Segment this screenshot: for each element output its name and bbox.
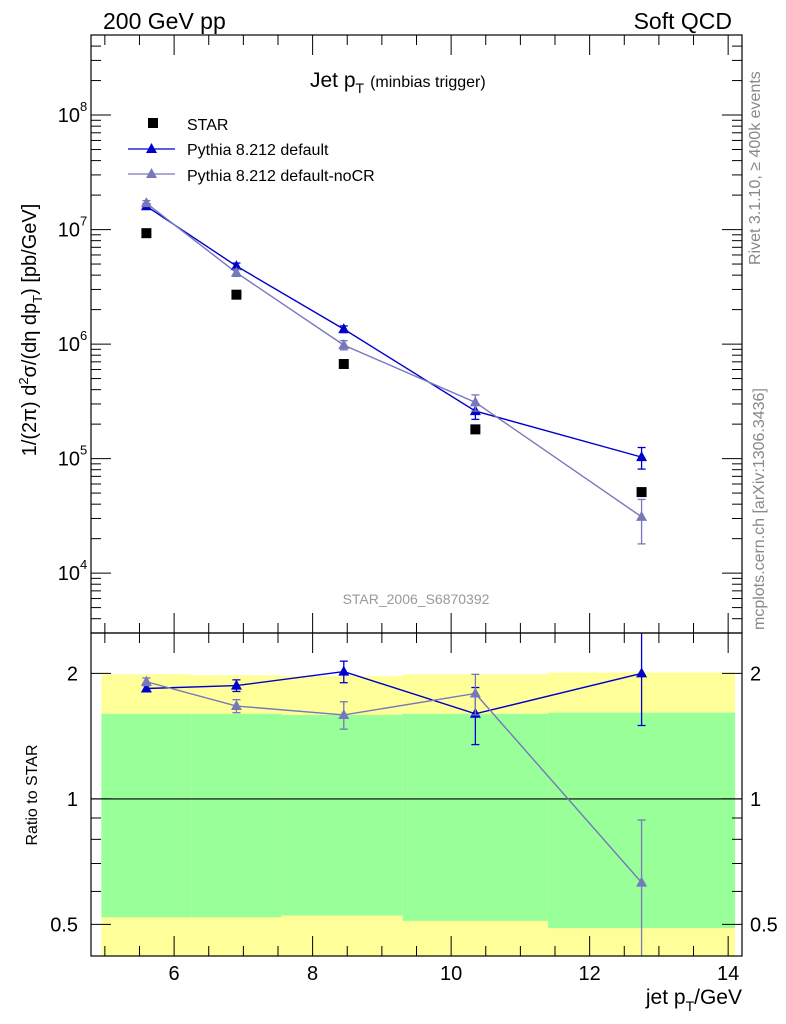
ratio-bands — [91, 672, 742, 956]
ratio-y-tick-label: 2 — [67, 663, 78, 685]
ratio-data-point — [140, 675, 152, 686]
ratio-data-point — [636, 667, 648, 678]
data-point-triangle — [230, 266, 242, 277]
main-y-tick-exponent: 7 — [80, 214, 87, 229]
main-y-tick-exponent: 5 — [80, 443, 87, 458]
data-point-triangle — [230, 260, 242, 271]
x-axis-label-subscript: T — [686, 998, 695, 1014]
series-line — [146, 205, 642, 458]
x-tick-label: 6 — [169, 963, 180, 985]
data-point-triangle — [140, 197, 152, 208]
data-point-star — [636, 487, 647, 498]
ratio-data-point — [230, 700, 242, 711]
ratio-data-point — [230, 679, 242, 690]
rivet-version-label: Rivet 3.1.10, ≥ 400k events — [747, 71, 764, 265]
legend-marker-star — [148, 118, 158, 128]
green-band — [281, 714, 403, 916]
main-title-note: (minbias trigger) — [370, 74, 486, 91]
ratio-panel: 6 8 10 12 140.5 0.51 12 2 Ratio to STAR jet pT/… — [24, 632, 778, 1014]
data-point-triangle — [636, 451, 648, 462]
ratio-data-layer — [140, 633, 648, 956]
main-y-axis-label: 1/(2π) d2σ/(dη dpT) [pb/GeV] — [16, 204, 45, 457]
x-tick-label: 12 — [579, 963, 601, 985]
data-point-star — [231, 289, 242, 300]
legend-label-nocr: Pythia 8.212 default-noCR — [187, 168, 375, 185]
main-y-tick-label: 10 — [58, 563, 80, 585]
data-point-triangle — [338, 323, 350, 334]
header-left: 200 GeV pp — [103, 8, 226, 34]
mcplots-label: mcplots.cern.ch [arXiv:1306.3436] — [751, 388, 768, 630]
legend-label-star: STAR — [187, 117, 228, 134]
x-tick-label: 8 — [307, 963, 318, 985]
data-point-triangle — [636, 510, 648, 521]
x-axis-label-unit: /GeV — [694, 986, 742, 1009]
legend-marker-default — [146, 143, 157, 153]
ratio-y-tick-label-right: 1 — [750, 789, 761, 811]
main-y-tick-label: 10 — [58, 105, 80, 127]
x-tick-label: 14 — [717, 963, 739, 985]
main-y-tick-exponent: 6 — [80, 328, 87, 343]
legend: STAR Pythia 8.212 default Pythia 8.212 d… — [128, 117, 375, 185]
main-y-tick-label: 10 — [58, 334, 80, 356]
ratio-y-tick-label: 1 — [67, 789, 78, 811]
data-point-triangle — [338, 339, 350, 350]
main-title-subscript: T — [356, 80, 365, 96]
data-point-star — [338, 359, 349, 370]
ratio-y-axis-label: Ratio to STAR — [24, 744, 41, 845]
main-y-tick-exponent: 8 — [80, 99, 87, 114]
legend-label-default: Pythia 8.212 default — [187, 142, 329, 159]
data-point-star — [141, 228, 152, 239]
main-y-tick-label: 10 — [58, 220, 80, 242]
green-band — [191, 713, 282, 918]
main-title: Jet pT (minbias trigger) — [310, 69, 486, 96]
header-right: Soft QCD — [634, 8, 732, 34]
x-axis-label-text: jet p — [645, 986, 686, 1009]
x-tick-label: 10 — [440, 963, 462, 985]
analysis-label: STAR_2006_S6870392 — [343, 591, 490, 607]
ratio-ticks: 6 8 10 12 140.5 0.51 12 2 — [50, 633, 778, 985]
main-y-tick-label: 10 — [58, 449, 80, 471]
main-title-text: Jet p — [310, 69, 356, 92]
data-point-star — [470, 424, 481, 435]
ratio-data-point — [636, 876, 648, 887]
data-point-triangle — [469, 396, 481, 407]
ratio-y-tick-label-right: 0.5 — [750, 914, 778, 936]
main-data-layer — [140, 197, 648, 545]
legend-marker-nocr — [146, 168, 157, 178]
ratio-y-tick-label-right: 2 — [750, 663, 761, 685]
green-band — [101, 713, 192, 918]
ratio-data-point — [338, 708, 350, 719]
ratio-data-point — [338, 665, 350, 676]
x-axis-label: jet pT/GeV — [645, 986, 742, 1014]
ratio-data-point — [140, 682, 152, 693]
ratio-y-tick-label: 0.5 — [50, 914, 78, 936]
main-y-tick-exponent: 4 — [80, 557, 87, 572]
ratio-data-point — [469, 687, 481, 698]
